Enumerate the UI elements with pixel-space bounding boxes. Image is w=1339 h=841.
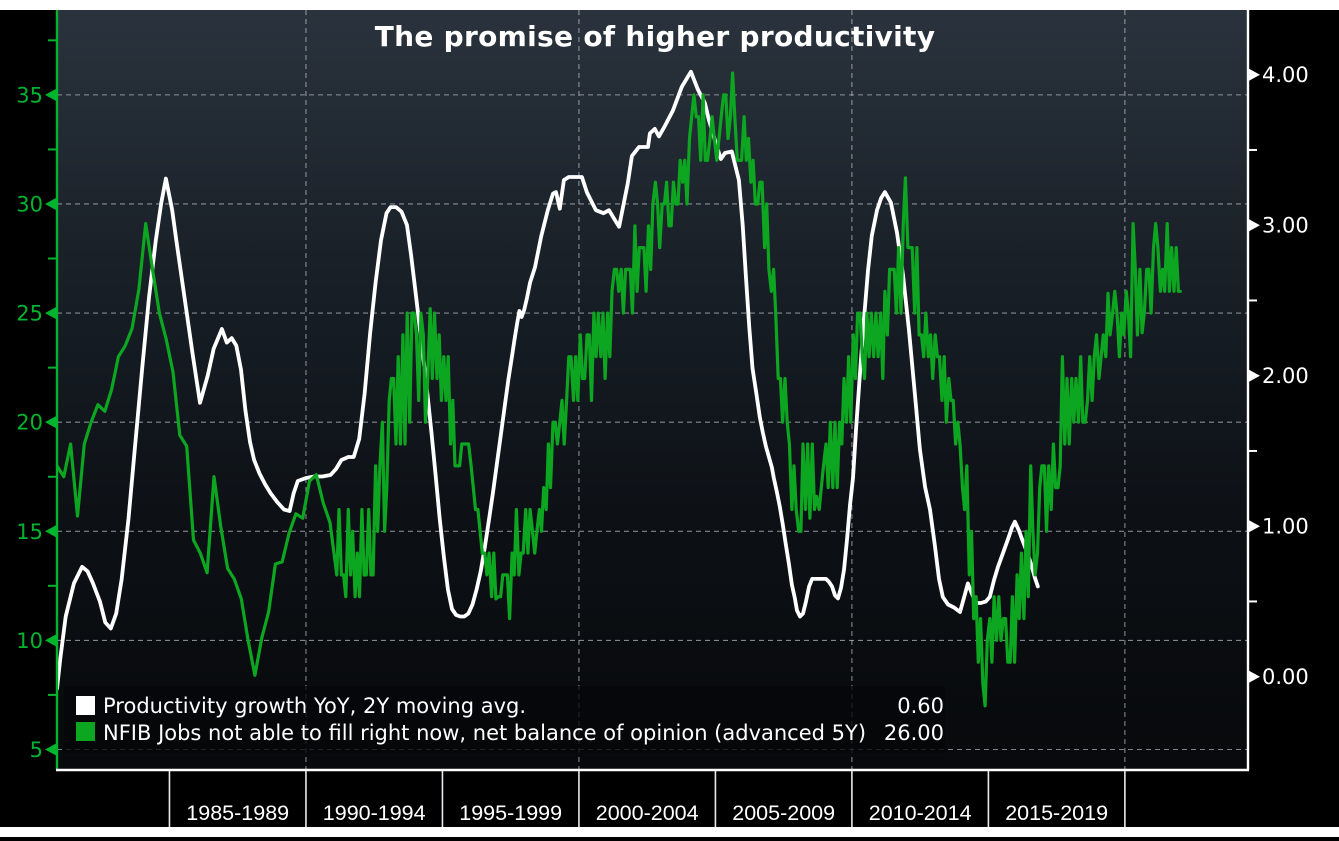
x-band-label: 1985-1989 [186,801,289,825]
x-axis: 1985-1989 1990-1994 1995-1999 2000-2004 2005… [168,771,1126,827]
left-tick-arrow-icon [45,525,56,538]
right-tick-arrow-icon [1249,520,1260,533]
left-tick-arrow-icon [45,88,56,101]
legend-label-productivity[interactable]: Productivity growth YoY, 2Y moving avg. [103,694,526,718]
left-tick-label: 5 [30,738,43,762]
plot-area[interactable] [57,10,1248,770]
right-axis: 0.00 1.00 2.00 3.00 4.00 [1248,63,1309,689]
left-tick-arrow-icon [45,197,56,210]
right-tick-arrow-icon [1249,219,1260,232]
legend-background [64,686,945,753]
data-series [57,69,1182,708]
right-tick-label: 3.00 [1262,214,1309,238]
legend-swatch-productivity[interactable] [76,696,95,715]
x-band-label: 1995-1999 [459,801,562,825]
legend: Productivity growth YoY, 2Y moving avg. … [64,686,945,753]
legend-value-nfib[interactable]: 26.00 [884,721,944,745]
left-tick-label: 35 [16,83,43,107]
left-tick-label: 25 [16,302,43,326]
window-bottom-border [0,827,1339,837]
right-tick-arrow-icon [1249,369,1260,382]
chart-title: The promise of higher productivity [375,20,936,53]
left-tick-arrow-icon [45,307,56,320]
legend-label-nfib[interactable]: NFIB Jobs not able to fill right now, ne… [103,721,866,745]
x-band-label: 2010-2014 [869,801,972,825]
right-tick-label: 2.00 [1262,364,1309,388]
right-tick-label: 0.00 [1262,665,1309,689]
x-band-label: 2000-2004 [596,801,699,825]
right-tick-arrow-icon [1249,670,1260,683]
left-tick-label: 15 [16,520,43,544]
right-tick-arrow-icon [1249,68,1260,81]
left-axis: 5 10 15 20 25 30 35 [16,39,57,762]
left-tick-arrow-icon [45,634,56,647]
x-band-label: 2015-2019 [1005,801,1108,825]
right-tick-label: 4.00 [1262,63,1309,87]
left-tick-arrow-icon [45,416,56,429]
productivity-line [57,69,1040,691]
left-tick-arrow-icon [45,743,56,756]
left-tick-label: 10 [16,629,43,653]
left-tick-label: 20 [16,411,43,435]
x-band-label: 1990-1994 [323,801,426,825]
nfib-line [57,71,1182,708]
legend-swatch-nfib[interactable] [76,722,95,741]
legend-value-productivity[interactable]: 0.60 [897,694,944,718]
window-top-border [0,0,1339,10]
x-band-label: 2005-2009 [732,801,835,825]
right-tick-label: 1.00 [1262,515,1309,539]
left-tick-label: 30 [16,192,43,216]
